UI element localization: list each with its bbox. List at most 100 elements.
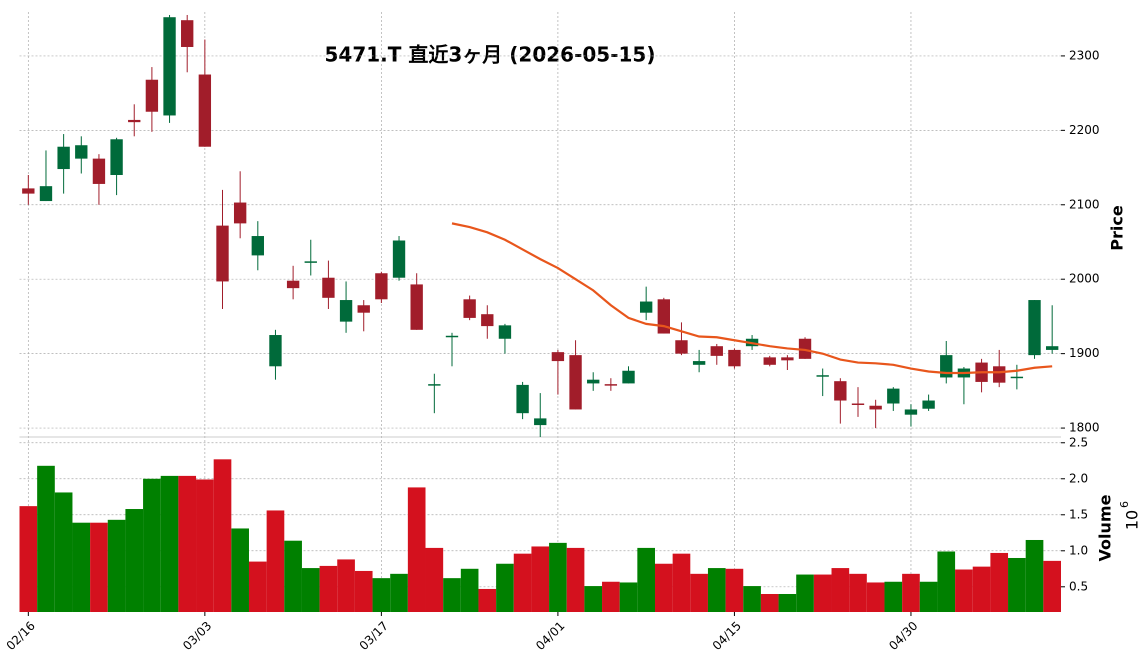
candle-body: [92, 158, 106, 184]
volume-bar: [372, 578, 391, 612]
volume-bar: [831, 568, 850, 612]
volume-bar: [1025, 539, 1044, 612]
volume-axis-label: Volume: [1096, 494, 1115, 561]
volume-bar: [301, 568, 320, 612]
candle-body: [339, 300, 353, 322]
volume-bar: [160, 475, 179, 612]
candle-body: [375, 273, 388, 300]
candle-body: [1045, 346, 1059, 350]
volume-bar: [955, 569, 973, 612]
volume-bar: [513, 553, 532, 612]
volume-bar: [478, 588, 497, 612]
volume-bar: [496, 563, 514, 612]
volume-bar: [178, 475, 197, 612]
volume-bar: [37, 465, 55, 612]
candle-body: [887, 388, 900, 404]
scale-base: 10: [1123, 510, 1142, 530]
volume-bar: [54, 492, 73, 612]
volume-tick-label: 2.5: [1069, 435, 1088, 449]
volume-bar: [866, 582, 885, 612]
x-tick-label: 04/01: [533, 619, 567, 653]
candle-body: [904, 409, 918, 415]
scale-exponent: 6: [1118, 501, 1131, 508]
volume-bar: [637, 547, 655, 612]
candle-body: [39, 186, 53, 202]
candle-body: [763, 357, 776, 365]
volume-bar: [796, 574, 814, 612]
x-tick-label: 03/03: [180, 619, 214, 653]
volume-bar: [584, 586, 603, 612]
volume-bar: [849, 573, 867, 612]
candle-body: [128, 119, 141, 123]
volume-bar: [990, 552, 1009, 612]
volume-tick-label: 0.5: [1069, 579, 1088, 593]
candle-body: [322, 277, 335, 298]
volume-bar: [125, 509, 144, 612]
volume-bar: [284, 540, 302, 612]
volume-bar: [919, 581, 938, 612]
volume-bar: [619, 582, 638, 612]
candle-body: [251, 236, 264, 256]
volume-bar: [107, 519, 126, 612]
volume-bar: [884, 581, 903, 612]
volume-bar: [72, 522, 91, 612]
volume-bar: [390, 573, 408, 612]
y-tick-label: 2100: [1069, 197, 1100, 211]
candle-body: [922, 400, 935, 409]
candle-body: [410, 284, 423, 330]
volume-bar: [602, 581, 620, 612]
candle-body: [516, 384, 529, 414]
candle-body: [622, 370, 635, 384]
volume-bar: [337, 559, 355, 612]
candle-body: [75, 145, 88, 159]
volume-bar: [707, 568, 726, 612]
volume-bar: [725, 568, 744, 612]
candle-body: [145, 79, 159, 112]
volume-bar: [248, 561, 267, 612]
candle-body: [1028, 300, 1041, 356]
x-tick-label: 04/30: [886, 619, 920, 653]
volume-bar: [743, 586, 761, 612]
volume-tick-label: 2.0: [1069, 471, 1088, 485]
candle-body: [392, 240, 406, 278]
candle-body: [692, 361, 706, 365]
candle-body: [110, 139, 123, 176]
candle-body: [639, 301, 653, 313]
volume-bar: [354, 570, 373, 612]
moving-average: [451, 222, 1053, 375]
volume-bar: [143, 478, 161, 612]
candle-body: [798, 338, 812, 359]
candle-body: [534, 418, 547, 426]
volume-bar: [566, 547, 585, 612]
volume-bar: [1008, 557, 1026, 612]
y-tick-label: 2200: [1069, 123, 1100, 137]
x-tick-label: 03/17: [357, 619, 391, 653]
volume-bar: [972, 566, 991, 612]
candle-body: [428, 384, 441, 386]
candle-body: [198, 74, 212, 147]
candle-body: [498, 325, 512, 339]
volume-bar: [319, 565, 338, 612]
y-tick-label: 2300: [1069, 48, 1100, 62]
volume-scale: 10 6: [1118, 501, 1142, 530]
candle-body: [834, 381, 847, 401]
candle-body: [604, 384, 618, 386]
candle-body: [163, 17, 176, 116]
candle-body: [286, 280, 300, 289]
y-axis-label: Price: [1108, 205, 1127, 251]
volume-bar: [213, 459, 232, 612]
volume-bar: [902, 573, 920, 612]
x-tick-label: 04/15: [710, 619, 744, 653]
candle-body: [587, 379, 600, 384]
y-tick-label: 1900: [1069, 346, 1100, 360]
candle-body: [445, 335, 459, 338]
candle-body: [869, 405, 882, 410]
volume-bar: [407, 487, 426, 612]
candle-body: [551, 352, 565, 362]
volume-bar: [231, 528, 249, 612]
candle-body: [728, 349, 741, 367]
candle-body: [57, 146, 70, 170]
candle-body: [304, 261, 317, 263]
volume-bar: [778, 593, 797, 612]
volume-tick-label: 1.5: [1069, 507, 1088, 521]
